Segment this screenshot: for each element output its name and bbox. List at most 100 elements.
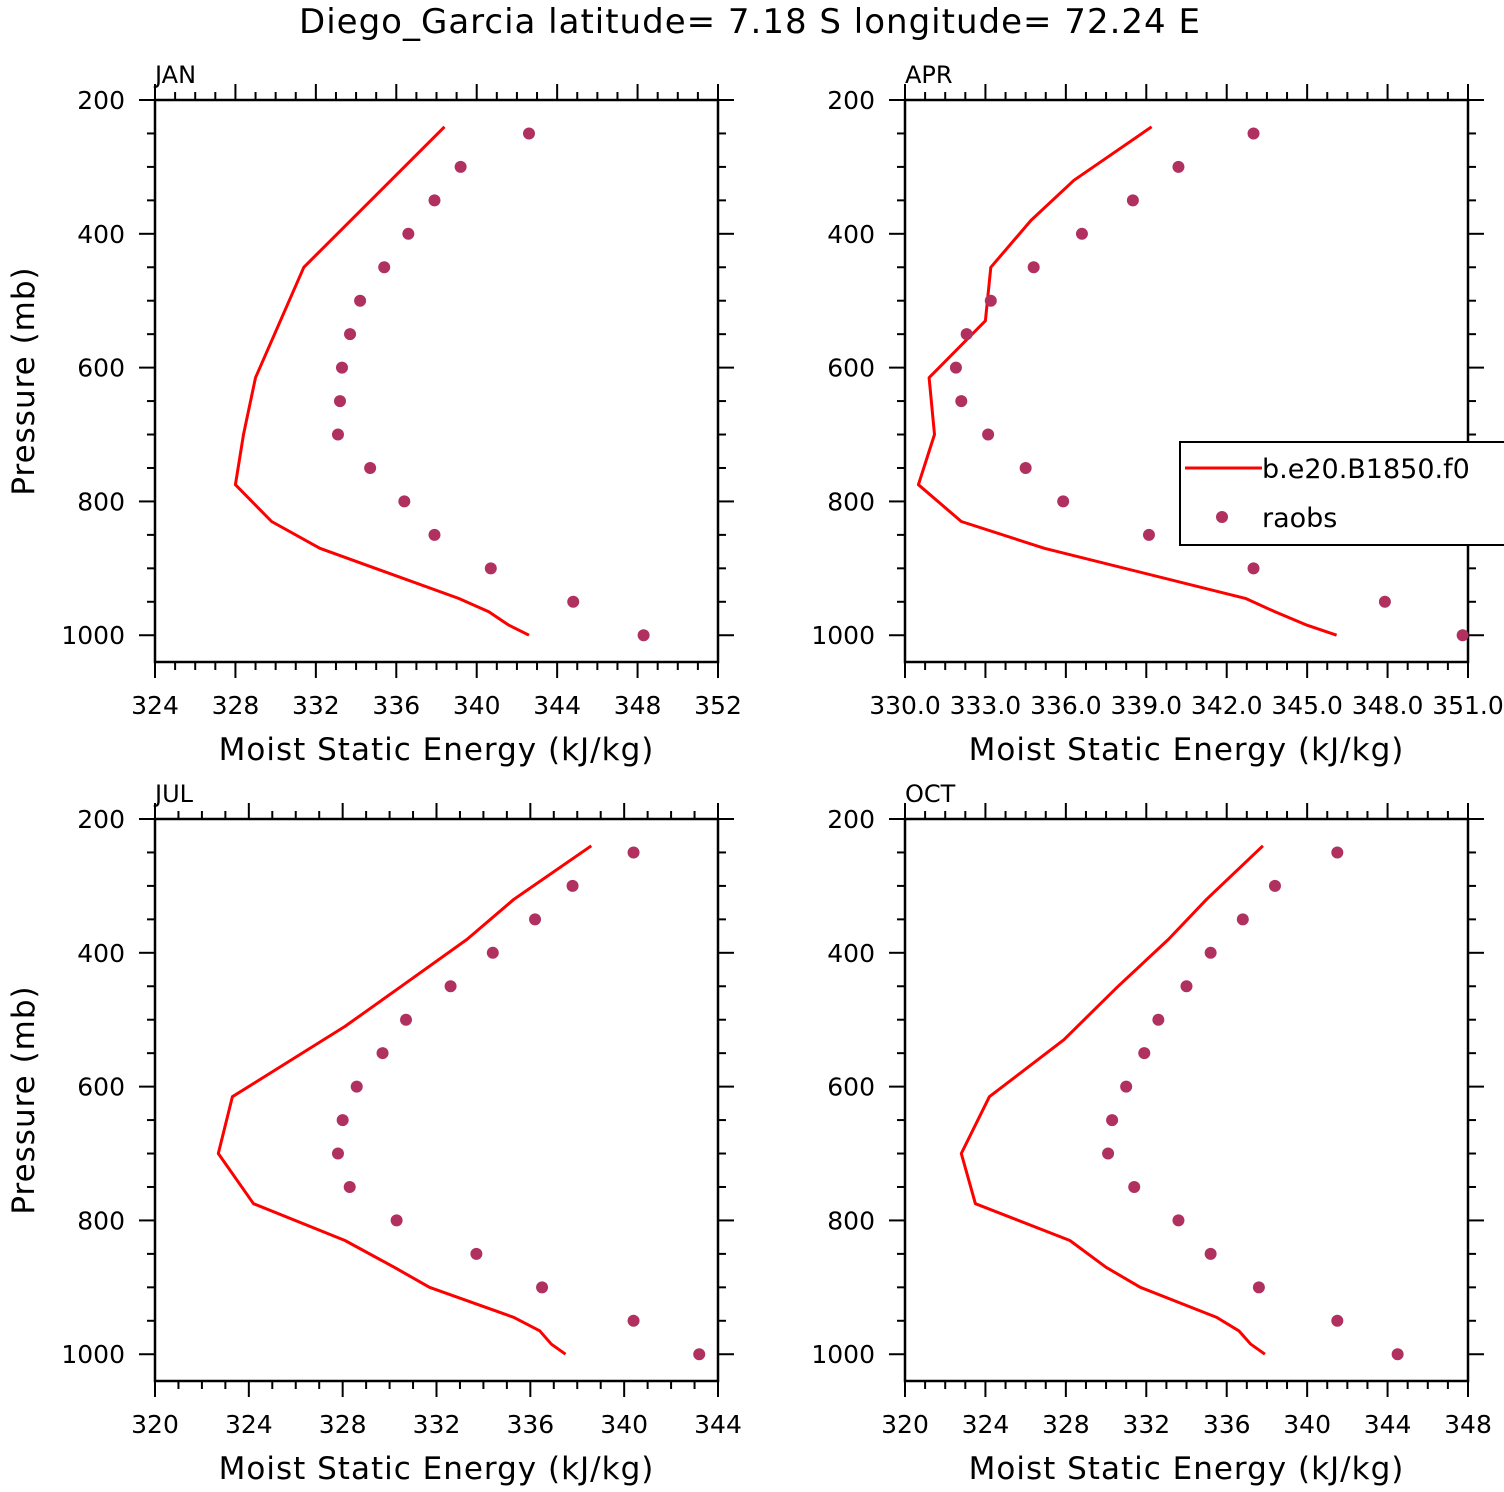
y-tick-label: 600 — [77, 354, 125, 383]
panel-label: APR — [905, 61, 953, 89]
raobs-point — [1247, 127, 1260, 140]
y-tick-label: 400 — [827, 220, 875, 249]
raobs-point — [344, 328, 357, 341]
raobs-point — [566, 879, 579, 892]
raobs-point — [376, 1047, 389, 1060]
raobs-point — [428, 528, 441, 541]
raobs-point — [1057, 495, 1070, 508]
legend-box — [1179, 441, 1504, 546]
x-tick-label: 332 — [292, 691, 340, 720]
panel-label: JAN — [153, 61, 196, 89]
x-axis-label: Moist Static Energy (kJ/kg) — [219, 732, 655, 768]
raobs-point — [1102, 1147, 1115, 1160]
raobs-point — [390, 1214, 403, 1227]
panel-label: JUL — [153, 780, 194, 808]
raobs-point — [1120, 1080, 1133, 1093]
raobs-point — [402, 227, 415, 240]
x-tick-label: 328 — [1042, 1410, 1090, 1439]
y-tick-label: 600 — [827, 354, 875, 383]
raobs-point — [1180, 980, 1193, 993]
y-tick-label: 800 — [77, 487, 125, 516]
y-tick-label: 600 — [77, 1073, 125, 1102]
raobs-point — [693, 1348, 706, 1361]
x-tick-label: 336 — [506, 1410, 554, 1439]
y-tick-label: 1000 — [811, 1340, 875, 1369]
y-tick-label: 800 — [77, 1206, 125, 1235]
y-tick-label: 400 — [827, 939, 875, 968]
x-tick-label: 340 — [600, 1410, 648, 1439]
x-tick-label: 344 — [533, 691, 581, 720]
y-tick-label: 200 — [77, 86, 125, 115]
raobs-point — [1247, 562, 1260, 575]
raobs-point — [960, 328, 973, 341]
x-tick-label: 340 — [453, 691, 501, 720]
panel-jan: JAN 200 400 600 800 1000 324 328 332 336 340 344 348… — [6, 61, 742, 768]
raobs-point — [484, 562, 497, 575]
raobs-point — [1128, 1180, 1141, 1193]
y-tick-label: 200 — [827, 86, 875, 115]
x-tick-label: 340 — [1283, 1410, 1331, 1439]
model-line — [216, 844, 593, 1356]
raobs-point — [470, 1247, 483, 1260]
raobs-point — [350, 1080, 363, 1093]
x-tick-label: 330.0 — [869, 691, 941, 720]
panel-oct: OCT 200 400 600 800 1000 320 324 328 332 336 340 344… — [811, 780, 1491, 1487]
x-tick-label: 336 — [372, 691, 420, 720]
raobs-point — [1331, 846, 1344, 859]
x-tick-label: 324 — [225, 1410, 273, 1439]
raobs-point — [982, 428, 995, 441]
x-tick-label: 345.0 — [1271, 691, 1343, 720]
raobs-point — [1456, 629, 1469, 642]
raobs-point — [955, 395, 968, 408]
raobs-point — [1331, 1314, 1344, 1327]
raobs-point — [331, 1147, 344, 1160]
legend-model-label: b.e20.B1850.f0 — [1262, 454, 1470, 485]
raobs-point — [354, 294, 367, 307]
raobs-point — [400, 1013, 413, 1026]
raobs-point — [1204, 946, 1217, 959]
y-tick-label: 1000 — [61, 1340, 125, 1369]
raobs-point — [522, 127, 535, 140]
x-tick-label: 328 — [212, 691, 260, 720]
raobs-point — [1236, 913, 1249, 926]
x-tick-label: 342.0 — [1191, 691, 1263, 720]
plot-frame — [153, 817, 720, 1383]
panel-label: OCT — [905, 780, 956, 808]
y-tick-label: 200 — [77, 805, 125, 834]
raobs-point — [1268, 879, 1281, 892]
y-tick-label: 1000 — [811, 621, 875, 650]
x-tick-label: 324 — [131, 691, 179, 720]
model-line — [916, 125, 1338, 637]
raobs-point — [364, 461, 377, 474]
legend: b.e20.B1850.f0 raobs — [1179, 441, 1504, 546]
figure-title: Diego_Garcia latitude= 7.18 S longitude=… — [299, 2, 1201, 42]
x-axis-label: Moist Static Energy (kJ/kg) — [219, 1451, 655, 1487]
panel-jul: JUL 200 400 600 800 1000 320 324 328 332 336 340 344… — [6, 780, 742, 1487]
raobs-point — [486, 946, 499, 959]
raobs-point — [1378, 595, 1391, 608]
x-tick-label: 348.0 — [1352, 691, 1424, 720]
y-tick-label: 1000 — [61, 621, 125, 650]
y-tick-label: 400 — [77, 220, 125, 249]
panel-apr: APR 200 400 600 800 1000 330.0 333.0 336.0 339.0 3… — [811, 61, 1504, 768]
raobs-point — [567, 595, 580, 608]
x-tick-label: 336 — [1203, 1410, 1251, 1439]
x-tick-label: 320 — [881, 1410, 929, 1439]
x-tick-label: 344 — [1364, 1410, 1412, 1439]
x-tick-label: 348 — [614, 691, 662, 720]
plot-frame — [903, 817, 1470, 1383]
legend-marker-swatch — [1216, 511, 1228, 523]
raobs-point — [378, 261, 391, 274]
x-tick-label: 328 — [319, 1410, 367, 1439]
raobs-point — [1019, 461, 1032, 474]
raobs-point — [1172, 1214, 1185, 1227]
panels: JAN 200 400 600 800 1000 324 328 332 336 340 344 348… — [6, 61, 1504, 1487]
model-line — [959, 844, 1266, 1356]
y-tick-label: 800 — [827, 487, 875, 516]
plot-frame — [903, 98, 1470, 664]
raobs-point — [984, 294, 997, 307]
x-tick-label: 320 — [131, 1410, 179, 1439]
raobs-point — [1138, 1047, 1151, 1060]
raobs-point — [627, 846, 640, 859]
model-line — [233, 125, 530, 637]
